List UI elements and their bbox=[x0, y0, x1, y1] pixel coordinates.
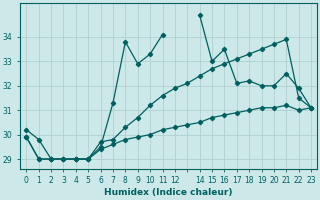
X-axis label: Humidex (Indice chaleur): Humidex (Indice chaleur) bbox=[104, 188, 233, 197]
